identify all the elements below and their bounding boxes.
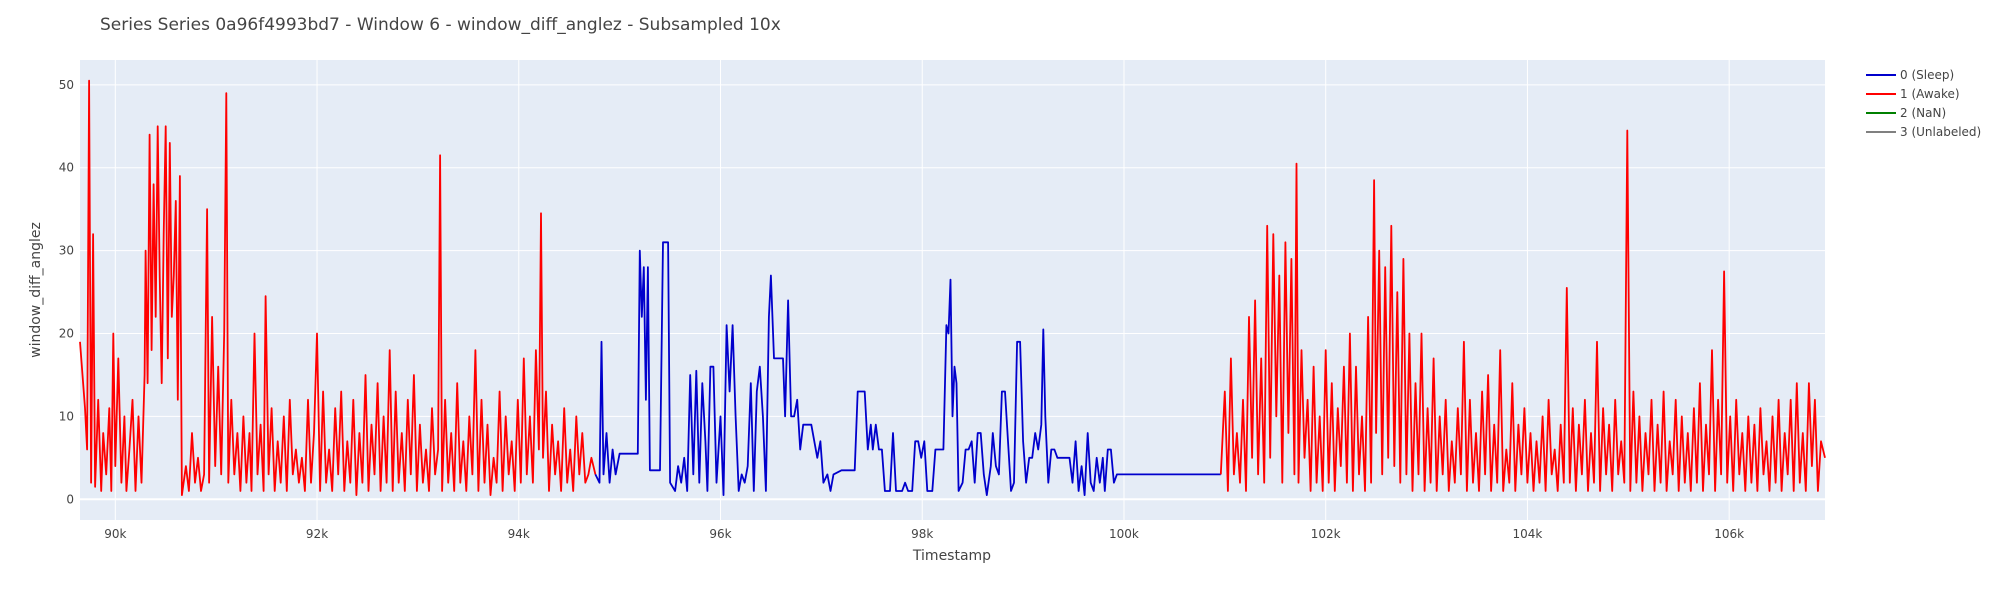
x-tick-label: 90k [104,527,126,541]
y-tick-label: 0 [66,492,74,506]
legend-label: 0 (Sleep) [1900,68,1954,82]
grid-lines [80,60,1825,520]
legend-item[interactable]: 2 (NaN) [1866,106,1946,120]
x-tick-label: 100k [1109,527,1139,541]
series-line-1 [594,241,1221,496]
legend-item[interactable]: 1 (Awake) [1866,87,1960,101]
legend-label: 3 (Unlabeled) [1900,125,1981,139]
legend-item[interactable]: 3 (Unlabeled) [1866,125,1981,139]
y-tick-label: 30 [59,244,74,258]
x-tick-label: 98k [911,527,933,541]
y-tick-label: 50 [59,78,74,92]
x-tick-label: 106k [1714,527,1744,541]
plot-area [80,60,1825,520]
x-tick-label: 92k [306,527,328,541]
legend-label: 1 (Awake) [1900,87,1960,101]
chart-title: Series Series 0a96f4993bd7 - Window 6 - … [100,15,781,35]
x-tick-label: 104k [1513,527,1543,541]
series-lines [79,79,1826,496]
x-tick-label: 102k [1311,527,1341,541]
y-tick-label: 40 [59,161,74,175]
legend[interactable]: 0 (Sleep) 1 (Awake) 2 (NaN) 3 (Unlabeled) [1866,68,1981,139]
legend-item[interactable]: 0 (Sleep) [1866,68,1954,82]
x-axis-title: Timestamp [912,548,991,564]
y-tick-label: 10 [59,409,74,423]
y-axis-ticks: 0 10 20 30 40 50 [59,78,74,506]
x-tick-label: 96k [709,527,731,541]
y-tick-label: 20 [59,327,74,341]
x-axis-ticks: 90k 92k 94k 96k 98k 100k 102k 104k 106k [104,527,1744,541]
legend-label: 2 (NaN) [1900,106,1946,120]
y-axis-title: window_diff_anglez [28,222,44,358]
series-line-0 [79,79,597,496]
x-tick-label: 94k [508,527,530,541]
series-line-2 [1219,129,1826,492]
